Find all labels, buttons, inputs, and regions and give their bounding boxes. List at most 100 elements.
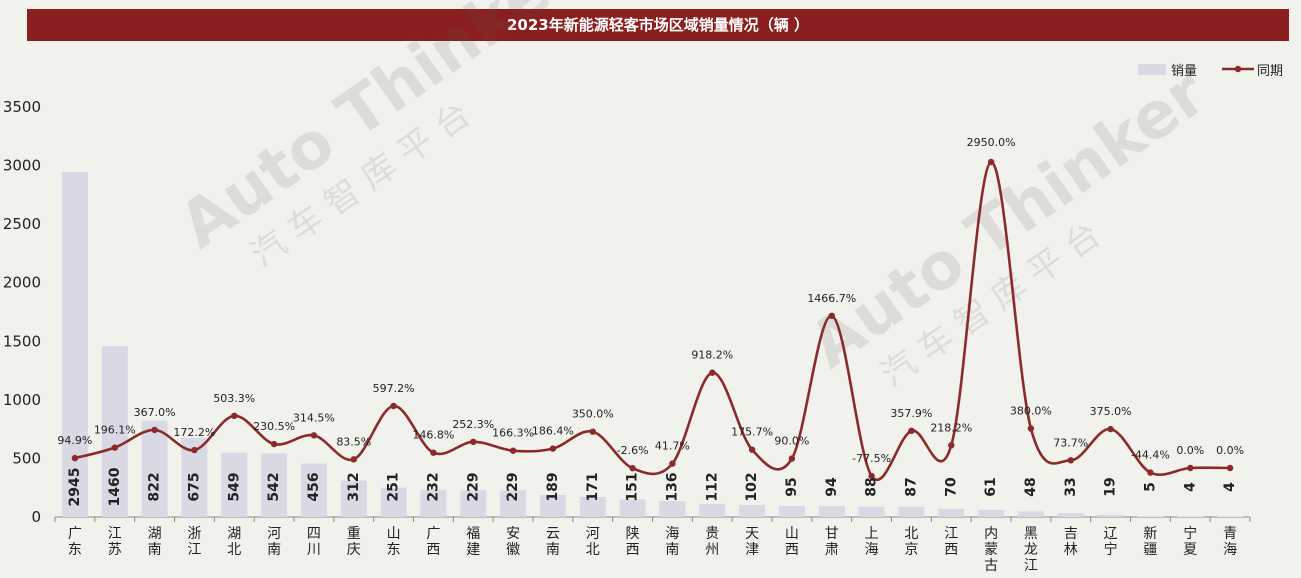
x-tick-label: 北	[586, 542, 600, 558]
x-tick-label: 河	[586, 526, 600, 542]
x-tick-label: 江	[108, 526, 122, 542]
x-tick-label: 南	[148, 542, 162, 558]
legend-swatch-bar	[1138, 64, 1166, 75]
line-series	[71, 158, 1234, 481]
x-tick-label: 西	[785, 542, 799, 558]
watermark-brand: Auto Thinker	[167, 0, 590, 263]
y-tick-label: 3500	[3, 98, 41, 116]
bar-value-label: 229	[505, 472, 521, 501]
x-tick-label: 西	[426, 542, 440, 558]
x-tick-label: 南	[665, 542, 679, 558]
bar-value-label: 4	[1182, 482, 1198, 492]
line-value-label: 172.2%	[173, 426, 215, 439]
bar-value-label: 88	[864, 477, 880, 496]
x-tick-label: 上	[865, 526, 879, 542]
line-point	[828, 312, 835, 319]
line-value-label: 380.0%	[1010, 405, 1052, 418]
x-tick-label: 河	[267, 526, 281, 542]
bar-value-label: 151	[625, 472, 641, 501]
x-tick-label: 海	[1223, 542, 1237, 558]
bar-value-label: 189	[545, 472, 561, 501]
x-tick-label: 东	[68, 542, 82, 558]
legend-label-line: 同期	[1257, 64, 1283, 79]
line-point	[788, 455, 796, 462]
x-tick-label: 北	[904, 526, 918, 542]
x-tick-label: 广	[68, 526, 82, 542]
x-tick-label: 内	[984, 526, 998, 542]
bar-value-label: 94	[824, 477, 840, 497]
bar	[858, 506, 885, 517]
bar	[101, 346, 128, 517]
y-tick-label: 2500	[3, 215, 41, 233]
x-tick-label: 徽	[506, 542, 520, 558]
bar-value-label: 549	[226, 472, 242, 501]
x-tick-label: 湖	[148, 526, 162, 542]
x-tick-label: 四	[307, 526, 321, 542]
line-value-label: 314.5%	[293, 411, 335, 424]
x-tick-label: 西	[626, 542, 640, 558]
line-point	[669, 460, 676, 467]
x-tick-label: 甘	[825, 526, 839, 542]
y-tick-label: 1500	[3, 332, 41, 350]
bar	[1137, 516, 1164, 517]
x-tick-label: 江	[1024, 558, 1038, 574]
line-point	[390, 402, 397, 410]
line-point	[1147, 469, 1154, 476]
bar	[1177, 516, 1204, 517]
x-tick-label: 津	[745, 542, 759, 558]
line-value-label: 230.5%	[253, 420, 295, 433]
x-tick-label: 江	[944, 526, 958, 542]
legend: 销量 同期	[1138, 64, 1283, 79]
x-tick-label: 浙	[187, 526, 201, 542]
line-value-label: 0.0%	[1216, 444, 1244, 457]
x-tick-label: 南	[546, 542, 560, 558]
bar	[778, 505, 805, 517]
line-point	[987, 158, 995, 166]
line-value-label: 73.7%	[1053, 436, 1088, 449]
bar-value-label: 87	[903, 477, 919, 496]
bar	[460, 490, 487, 517]
x-tick-label: 江	[187, 542, 201, 558]
bar	[579, 497, 606, 517]
line-point	[549, 445, 557, 452]
bar	[619, 499, 646, 517]
line-point	[509, 447, 517, 454]
line-value-label: 375.0%	[1090, 405, 1132, 418]
bar-value-label: 456	[306, 472, 322, 501]
line-value-label: -2.6%	[617, 444, 649, 457]
watermark-brand: Auto Thinker	[797, 56, 1220, 383]
x-tick-label: 古	[984, 558, 998, 574]
line-value-label: 94.9%	[57, 434, 92, 447]
x-tick-label: 疆	[1143, 542, 1157, 558]
bar-value-label: 171	[585, 472, 601, 501]
bar-value-label: 136	[664, 472, 680, 501]
line-point	[1067, 457, 1075, 464]
x-tick-label: 苏	[108, 542, 122, 558]
bar-value-label: 675	[186, 472, 202, 501]
line-point	[111, 444, 119, 451]
bar	[659, 501, 686, 517]
line-value-label: 196.1%	[94, 424, 136, 437]
bar	[420, 489, 447, 517]
line-point	[1107, 425, 1114, 433]
x-tick-label: 海	[665, 526, 679, 542]
x-tick-label: 庆	[347, 542, 361, 558]
bar	[380, 487, 407, 517]
x-tick-label: 宁	[1183, 525, 1197, 542]
x-tick-label: 山	[785, 526, 799, 542]
x-tick-label: 安	[506, 526, 520, 542]
line-value-label: 597.2%	[373, 382, 415, 395]
line-point	[709, 369, 716, 376]
line-point	[629, 465, 636, 472]
bar	[539, 494, 566, 517]
x-tick-label: 福	[466, 526, 480, 542]
x-tick-label: 北	[227, 542, 241, 558]
line-point	[748, 446, 756, 453]
x-tick-label: 黑	[1024, 526, 1038, 542]
x-tick-label: 夏	[1183, 542, 1197, 558]
line-value-label: 166.3%	[492, 427, 534, 440]
bar-value-label: 112	[704, 472, 720, 501]
line-value-label: 350.0%	[572, 408, 614, 421]
bar	[500, 490, 527, 517]
